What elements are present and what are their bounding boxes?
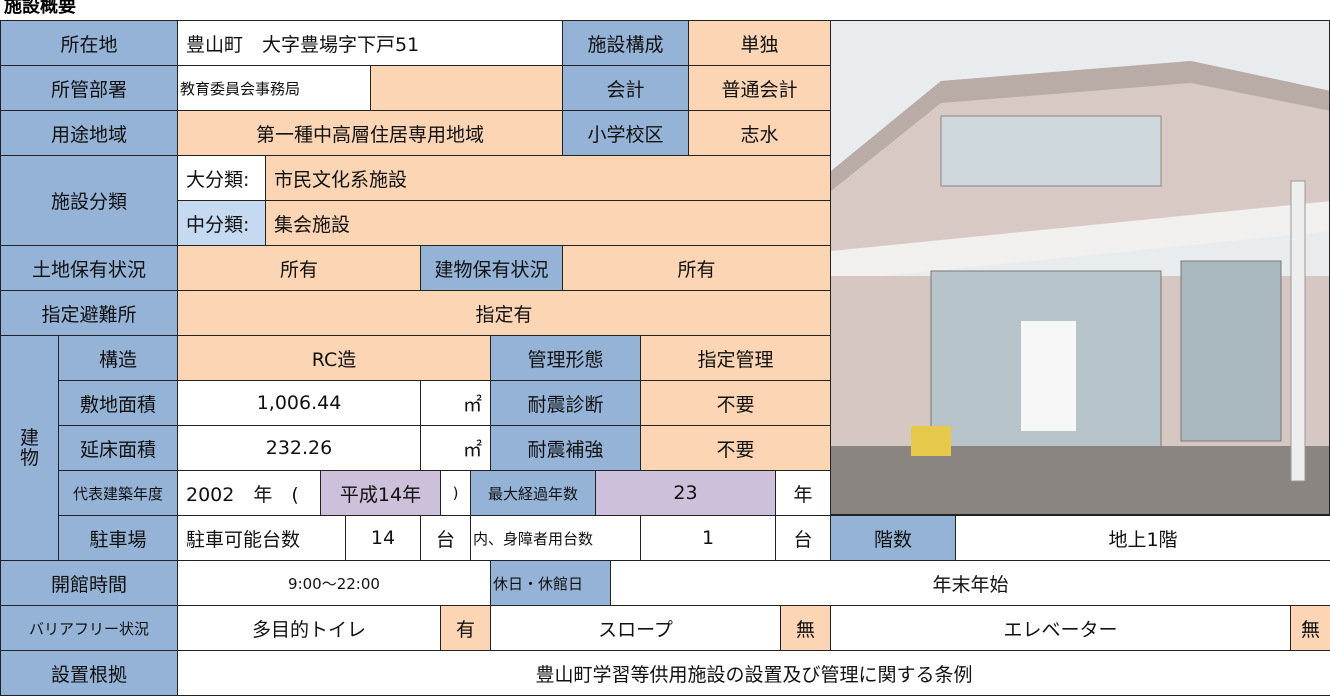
table-cell: 指定管理	[640, 335, 831, 381]
table-cell: 所有	[562, 245, 831, 291]
table-cell: 耐震補強	[490, 425, 641, 471]
table-cell: 無	[1290, 605, 1330, 651]
table-cell: 土地保有状況	[0, 245, 178, 291]
table-cell: 単独	[688, 20, 831, 66]
table-cell: 構造	[58, 335, 178, 381]
table-cell: 第一種中高層住居専用地域	[177, 110, 563, 156]
table-cell: 14	[345, 515, 421, 561]
table-cell: 敷地面積	[58, 380, 178, 426]
section-title: 施設概要	[4, 0, 76, 17]
table-cell: 所有	[177, 245, 421, 291]
table-cell: 地上1階	[955, 515, 1330, 561]
table-cell: 年	[775, 470, 831, 516]
table-cell: 用途地域	[0, 110, 178, 156]
table-cell: 不要	[640, 425, 831, 471]
table-cell: 駐車可能台数	[177, 515, 346, 561]
table-cell: 最大経過年数	[470, 470, 596, 516]
table-cell: 階数	[830, 515, 956, 561]
table-cell: スロープ	[490, 605, 781, 651]
table-cell: 不要	[640, 380, 831, 426]
table-cell: 無	[780, 605, 831, 651]
table-cell: 9:00～22:00	[177, 560, 491, 606]
table-cell: 会計	[562, 65, 689, 111]
table-cell: 年末年始	[610, 560, 1330, 606]
table-cell: 豊山町 大字豊場字下戸51	[177, 20, 563, 66]
table-cell: 中分類:	[177, 200, 266, 246]
table-cell: 2002 年 (	[177, 470, 321, 516]
table-cell: 建物	[0, 335, 59, 561]
table-cell: 代表建築年度	[58, 470, 178, 516]
table-cell: 1	[640, 515, 776, 561]
table-cell: 232.26	[177, 425, 421, 471]
table-cell: 大分類:	[177, 155, 266, 201]
table-cell: 指定避難所	[0, 290, 178, 336]
table-cell: 教育委員会事務局	[177, 65, 371, 111]
empty-cell	[370, 65, 563, 111]
table-cell: 指定有	[177, 290, 831, 336]
table-cell: 駐車場	[58, 515, 178, 561]
table-cell: ㎡	[420, 380, 491, 426]
table-cell: 台	[775, 515, 831, 561]
table-cell: 平成14年	[320, 470, 441, 516]
table-cell: 豊山町学習等供用施設の設置及び管理に関する条例	[177, 650, 1330, 696]
table-cell: 普通会計	[688, 65, 831, 111]
table-cell: 耐震診断	[490, 380, 641, 426]
table-cell: 市民文化系施設	[265, 155, 831, 201]
table-cell: 建物保有状況	[420, 245, 563, 291]
table-cell: 台	[420, 515, 471, 561]
table-cell: ㎡	[420, 425, 491, 471]
table-cell: 設置根拠	[0, 650, 178, 696]
table-cell: 休日・休館日	[490, 560, 611, 606]
table-cell: 志水	[688, 110, 831, 156]
table-cell: 1,006.44	[177, 380, 421, 426]
facility-photo	[830, 20, 1330, 515]
table-cell: 所在地	[0, 20, 178, 66]
table-cell: 集会施設	[265, 200, 831, 246]
table-cell: 管理形態	[490, 335, 641, 381]
table-cell: 内、身障者用台数	[470, 515, 641, 561]
table-cell: エレベーター	[830, 605, 1291, 651]
table-cell: 小学校区	[562, 110, 689, 156]
table-cell: )	[440, 470, 471, 516]
table-cell: 開館時間	[0, 560, 178, 606]
table-cell: 延床面積	[58, 425, 178, 471]
table-cell: 施設構成	[562, 20, 689, 66]
table-cell: RC造	[177, 335, 491, 381]
table-cell: 23	[595, 470, 776, 516]
table-cell: 施設分類	[0, 155, 178, 246]
table-cell: 多目的トイレ	[177, 605, 441, 651]
table-cell: バリアフリー状況	[0, 605, 178, 651]
table-cell: 所管部署	[0, 65, 178, 111]
table-cell: 有	[440, 605, 491, 651]
